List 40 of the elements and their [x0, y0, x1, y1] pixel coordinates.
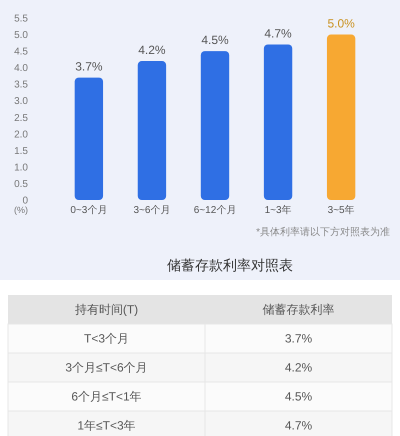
y-tick-label: 4.0 — [14, 63, 28, 74]
y-tick-label: 2.0 — [14, 129, 28, 140]
text: 4.7% — [284, 418, 312, 433]
text: 6个月≤T<1年 — [71, 390, 142, 404]
x-tick-label: 0~3个月 — [70, 204, 108, 216]
x-tick-label: 6~12个月 — [194, 204, 236, 216]
bar — [326, 34, 356, 200]
y-tick-label: 2.5 — [14, 112, 28, 124]
bar — [74, 78, 104, 200]
bar — [200, 51, 230, 200]
y-tick-label: 0.5 — [14, 178, 28, 190]
text: 储蓄存款利率 — [262, 302, 334, 317]
text: *具体利率请以下方对照表为准 — [256, 226, 390, 238]
text: T<3个月 — [84, 332, 130, 346]
text: 4.2% — [284, 360, 312, 375]
y-tick-label: 1.0 — [14, 162, 28, 174]
y-tick-label: 4.5 — [14, 46, 28, 58]
y-tick-label: 1.5 — [14, 146, 28, 157]
x-tick-label: 1~3年 — [264, 204, 292, 216]
text: 3个月≤T<6个月 — [65, 360, 148, 375]
text: 持有时间(T) — [74, 302, 138, 317]
text: 3.7% — [284, 332, 312, 346]
data-label: 4.2% — [138, 43, 166, 58]
y-tick-label: 3.0 — [14, 96, 28, 108]
data-label: 4.7% — [264, 26, 292, 40]
bar — [264, 44, 292, 200]
y-tick-label: 5.5 — [14, 14, 28, 24]
x-tick-label: 3~6个月 — [133, 204, 170, 216]
x-tick-label: 3~5年 — [328, 204, 355, 216]
data-label: 4.5% — [201, 33, 229, 48]
text: 储蓄存款利率对照表 — [167, 257, 293, 273]
text: 4.5% — [284, 390, 312, 404]
data-label: 3.7% — [75, 60, 103, 74]
data-label: 5.0% — [327, 16, 356, 31]
y-tick-label: 3.5 — [14, 80, 28, 91]
text: 1年≤T<3年 — [77, 418, 136, 433]
y-tick-label: 5.0 — [14, 30, 28, 42]
y-axis-title: (%) — [14, 205, 28, 215]
bar — [138, 61, 166, 200]
y-tick-label: 0 — [22, 196, 28, 206]
